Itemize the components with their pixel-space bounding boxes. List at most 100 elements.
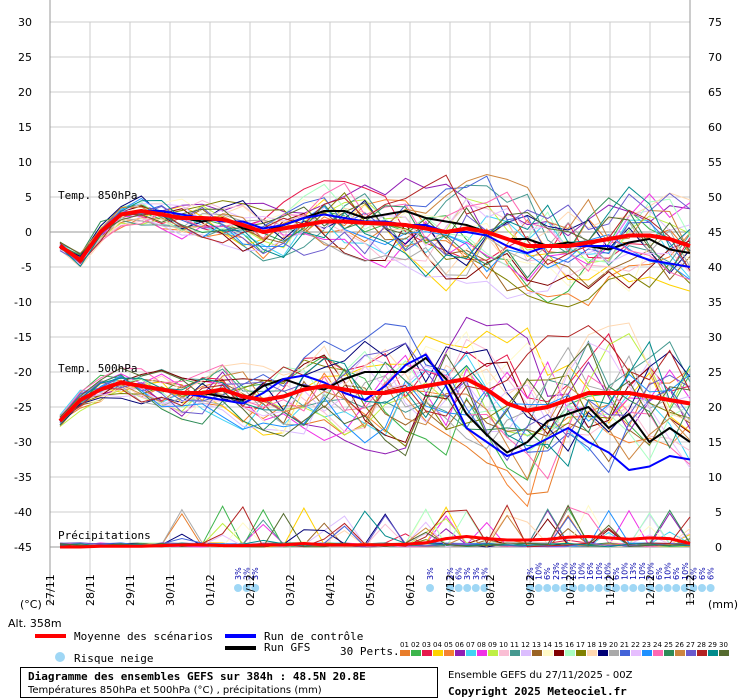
pert-number: 10 <box>499 641 508 649</box>
pert-color-swatch <box>620 650 630 656</box>
right-tick-label: 40 <box>708 261 722 274</box>
snow-flake-icon <box>655 584 663 592</box>
snow-risk-label: 10% <box>535 562 544 580</box>
pert-color-swatch <box>576 650 586 656</box>
snow-flake-icon <box>646 584 655 592</box>
pert-color-swatch <box>664 650 674 656</box>
left-tick-label: 25 <box>18 51 32 64</box>
member-t850-line <box>59 213 691 276</box>
snow-flake-icon <box>689 584 698 592</box>
left-tick-label: -35 <box>14 471 32 484</box>
member-t500-line <box>59 371 691 481</box>
pert-number: 14 <box>543 641 552 649</box>
x-tick-label: 27/11 <box>44 574 57 606</box>
member-t850-line <box>59 192 691 263</box>
snow-flake-icon <box>706 584 715 592</box>
snow-flake-icon <box>663 584 672 592</box>
x-tick-label: 28/11 <box>84 574 97 606</box>
member-t850-line <box>59 205 691 290</box>
left-tick-label: -15 <box>14 331 32 344</box>
pert-color-swatch <box>587 650 597 656</box>
member-t500-line <box>59 354 691 461</box>
right-tick-label: 65 <box>708 86 722 99</box>
snow-risk-label: 6% <box>655 567 664 580</box>
member-precip-line <box>59 514 691 548</box>
member-t500-line <box>59 322 691 422</box>
left-tick-label: 5 <box>25 191 32 204</box>
snow-risk-label: 10% <box>569 562 578 580</box>
pert-number: 18 <box>587 641 596 649</box>
snow-flake-icon <box>594 584 603 592</box>
member-t500-line <box>59 346 691 450</box>
pert-color-swatch <box>455 650 465 656</box>
snow-flake-icon <box>446 584 454 592</box>
snow-risk-label: 3% <box>446 567 455 580</box>
pert-number: 04 <box>433 641 442 649</box>
x-tick-label: 05/12 <box>364 574 377 606</box>
pert-number: 24 <box>653 641 662 649</box>
member-t850-line <box>59 193 691 282</box>
pert-color-swatch <box>675 650 685 656</box>
member-t500-line <box>59 364 691 480</box>
pert-color-swatch <box>697 650 707 656</box>
member-t500-line <box>59 361 691 450</box>
pert-number: 21 <box>620 641 629 649</box>
snow-flake-icon <box>251 584 260 592</box>
member-t500-line <box>59 354 691 441</box>
pert-color-swatch <box>609 650 619 656</box>
snow-flake-icon <box>586 584 595 592</box>
left-unit: (°C) <box>20 598 42 611</box>
member-t500-line <box>59 324 691 422</box>
pert-number: 27 <box>686 641 695 649</box>
member-t850-line <box>59 199 691 307</box>
pert-number: 08 <box>477 641 486 649</box>
snow-risk-label: 6% <box>698 567 707 580</box>
snow-flake-icon <box>543 584 552 592</box>
right-tick-label: 70 <box>708 51 722 64</box>
x-tick-label: 12/12 <box>644 574 657 606</box>
member-t500-line <box>59 333 691 436</box>
x-tick-label: 03/12 <box>284 574 297 606</box>
x-tick-label: 01/12 <box>204 574 217 606</box>
mean-t850-line <box>58 209 691 262</box>
pert-number: 05 <box>444 641 453 649</box>
pert-color-swatch <box>411 650 421 656</box>
copyright: Copyright 2025 Meteociel.fr <box>448 685 627 698</box>
right-tick-label: 5 <box>715 506 722 519</box>
mean-precip-line <box>60 535 691 549</box>
snow-risk-label: 3% <box>480 567 489 580</box>
snow-flake-icon <box>534 584 543 592</box>
footer-box <box>20 667 438 698</box>
panel-label: Temp. 850hPa <box>58 189 137 202</box>
pert-color-swatch <box>631 650 641 656</box>
left-tick-label: 30 <box>18 16 32 29</box>
right-tick-label: 50 <box>708 191 722 204</box>
left-tick-label: -20 <box>14 366 32 379</box>
member-t500-line <box>59 342 691 457</box>
left-tick-label: 15 <box>18 121 32 134</box>
snow-risk-label: 6% <box>612 567 621 580</box>
snow-risk-label: 3% <box>463 567 472 580</box>
left-tick-label: -25 <box>14 401 32 414</box>
snow-risk-label: 10% <box>621 562 630 580</box>
right-tick-label: 20 <box>708 401 722 414</box>
snow-risk-label: 6% <box>689 567 698 580</box>
pert-color-swatch <box>433 650 443 656</box>
series: 3% 3% 3% 3% 3% 6% 3% 3% 3% 3% 10% 6% 23% 10% 10% 10% 16%… <box>58 173 716 592</box>
pert-number: 01 <box>400 641 409 649</box>
member-t500-line <box>59 342 691 462</box>
snow-flake-icon <box>603 584 612 592</box>
pert-color-swatch <box>477 650 487 656</box>
snow-flake-icon <box>637 584 646 592</box>
left-tick-label: -5 <box>21 261 32 274</box>
pert-color-swatch <box>400 650 410 656</box>
left-tick-label: 0 <box>25 226 32 239</box>
snow-risk-label: 23% <box>552 562 561 580</box>
snow-flake-icon <box>471 584 480 592</box>
snow-risk-label: 10% <box>560 562 569 580</box>
snow-risk-label: 13% <box>629 562 638 580</box>
snow-flake-icon <box>698 584 706 592</box>
right-tick-label: 45 <box>708 226 722 239</box>
snow-risk-label: 6% <box>707 567 716 580</box>
